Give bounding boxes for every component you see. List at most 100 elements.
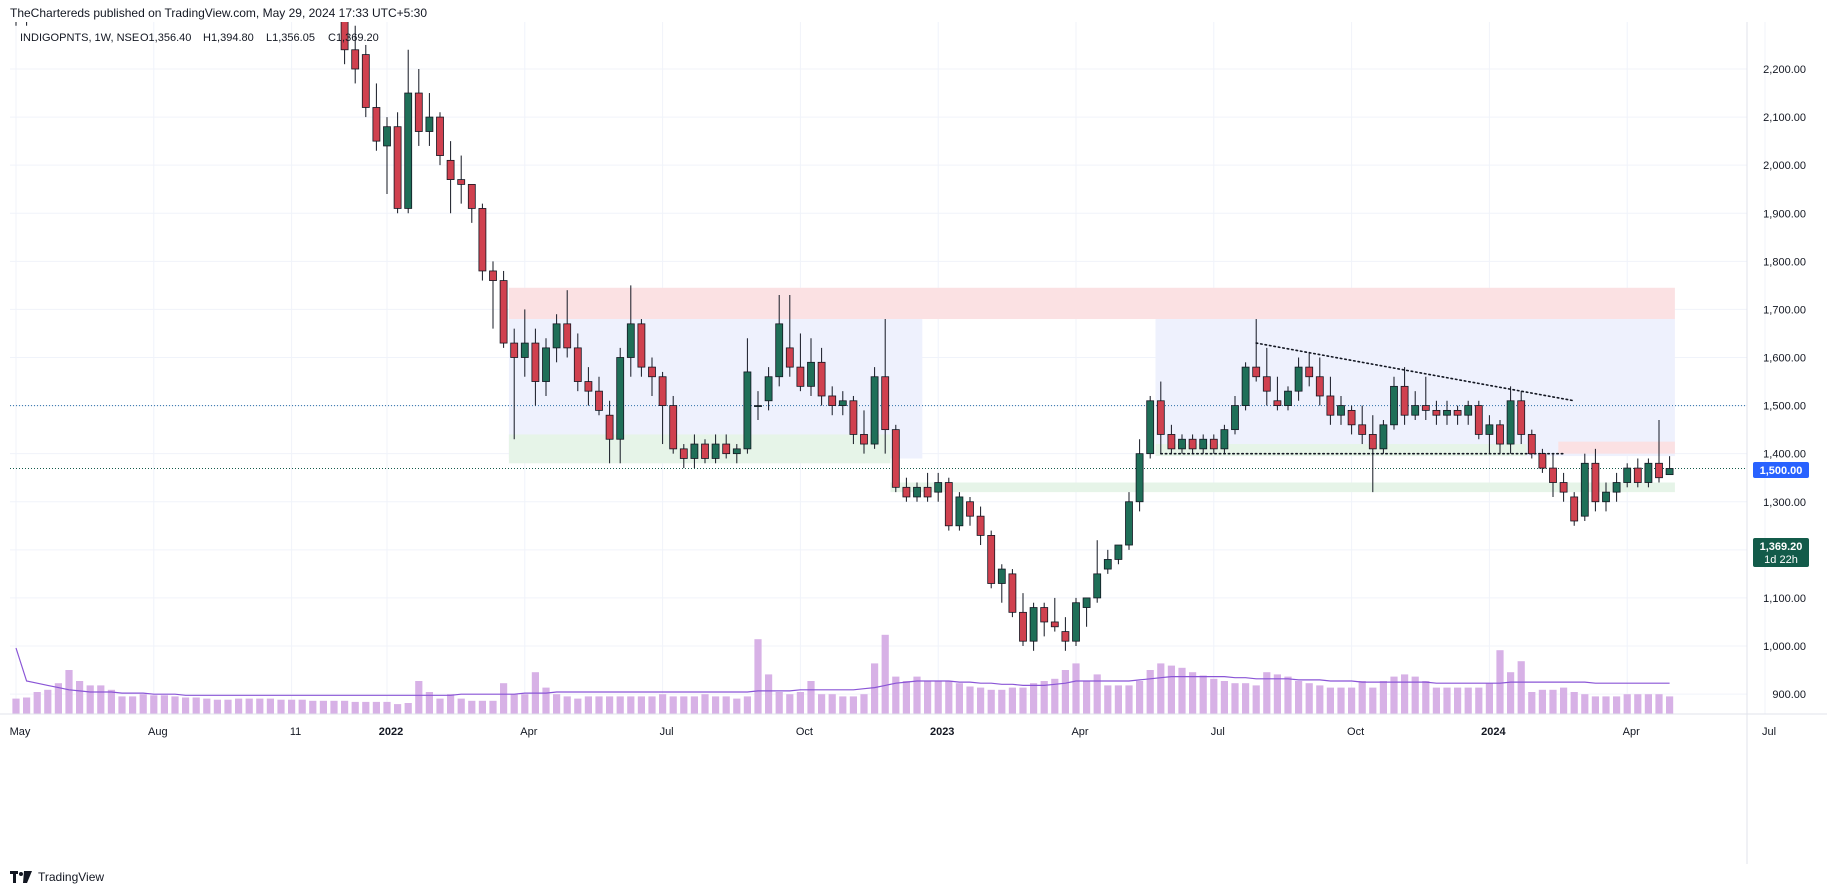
candle-down	[1400, 367, 1409, 425]
volume-bar	[1422, 681, 1430, 714]
candle-down	[944, 477, 953, 531]
volume-bar	[871, 663, 879, 714]
volume-ma-line	[15, 647, 1670, 696]
candle-down	[637, 319, 646, 377]
volume-histogram	[12, 634, 1674, 714]
candle-body	[1432, 409, 1441, 416]
candle-body	[1040, 607, 1049, 623]
candle-body	[478, 208, 487, 272]
candle-body	[605, 414, 614, 440]
volume-bar	[637, 696, 645, 714]
candle-down	[1496, 420, 1504, 454]
volume-bar	[1030, 683, 1038, 714]
candle-down	[563, 290, 572, 358]
time-axis[interactable]: May Aug 11 2022 Apr Jul Oct 2023 Apr Jul Oct 2024 Ap…	[10, 726, 1827, 738]
candle-down	[573, 333, 582, 392]
candle-body	[446, 159, 455, 180]
volume-bar	[309, 700, 317, 714]
volume-bar	[1454, 687, 1462, 714]
candle-body	[944, 482, 953, 527]
price-tick-label: 1,800.00	[1763, 256, 1806, 268]
publish-caption: TheChartereds published on TradingView.c…	[10, 6, 428, 20]
candle-body	[658, 376, 667, 406]
candle-down	[881, 319, 890, 454]
candle-down	[701, 439, 709, 464]
volume-bar	[1379, 681, 1387, 714]
candle-up	[870, 367, 879, 449]
candle-down	[489, 261, 497, 329]
candle-down	[1262, 347, 1271, 406]
volume-bar	[754, 639, 762, 714]
candle-body	[849, 400, 858, 435]
time-tick-label: Oct	[796, 726, 813, 738]
candle-body	[1602, 491, 1610, 503]
candle-body	[1220, 429, 1229, 450]
volume-bar	[616, 696, 624, 714]
grid	[10, 22, 1766, 714]
volume-bar	[1019, 687, 1027, 714]
candle-up	[626, 285, 635, 377]
volume-bar	[1337, 687, 1345, 714]
volume-bar	[553, 694, 561, 714]
volume-bar	[1613, 696, 1621, 714]
volume-bar	[1242, 683, 1250, 714]
volume-bar	[436, 698, 444, 714]
volume-bar	[510, 694, 518, 714]
volume-bar	[1295, 681, 1303, 714]
candle-down	[1570, 492, 1579, 526]
candle-up	[15, 22, 17, 26]
candle-body	[552, 323, 561, 349]
candle-body	[584, 381, 593, 392]
volume-bar	[1655, 694, 1663, 714]
candle-up	[1602, 482, 1610, 512]
candle-down	[1633, 458, 1642, 488]
candle-up	[383, 117, 391, 195]
candle-body	[1082, 597, 1091, 608]
volume-bar	[712, 696, 720, 714]
volume-bar	[1507, 672, 1515, 714]
candle-body	[1156, 400, 1165, 435]
volume-bar	[1581, 694, 1589, 714]
volume-bar	[468, 700, 476, 714]
candle-body	[987, 535, 996, 584]
volume-bar	[1167, 665, 1175, 714]
candle-up	[1241, 362, 1250, 411]
volume-bar	[160, 695, 168, 714]
volume-bar	[33, 692, 41, 714]
demand-zone	[890, 482, 1675, 493]
price-chart[interactable]: 900.001,000.001,100.001,200.001,300.001,…	[0, 22, 1827, 864]
volume-bar	[1644, 694, 1652, 714]
candle-down	[849, 395, 858, 445]
volume-bar	[44, 689, 52, 714]
candle-up	[1294, 357, 1303, 401]
candle-body	[1559, 482, 1568, 493]
volume-bar	[298, 699, 306, 714]
volume-bar	[966, 686, 974, 714]
volume-bar	[447, 694, 455, 714]
candle-body	[499, 280, 508, 344]
volume-bar	[1189, 672, 1197, 714]
volume-bar	[934, 681, 942, 714]
volume-bar	[881, 634, 889, 714]
candle-down	[1252, 319, 1261, 382]
price-tick-label: 900.00	[1772, 689, 1806, 701]
candle-up	[955, 492, 964, 531]
candle-body	[1252, 366, 1261, 378]
candle-body	[796, 366, 805, 387]
tradingview-logo-icon	[10, 871, 32, 883]
volume-bar	[489, 700, 497, 714]
candle-body	[955, 496, 964, 527]
candle-down	[891, 424, 900, 493]
volume-bar	[680, 696, 688, 714]
volume-bar	[1157, 663, 1165, 714]
candle-down	[923, 472, 932, 502]
candle-down	[1549, 453, 1557, 497]
candle-body	[870, 376, 879, 445]
candle-up	[764, 367, 773, 411]
time-tick-label: Apr	[1623, 726, 1640, 738]
candle-down	[648, 357, 656, 396]
candle-body	[1029, 607, 1038, 642]
volume-bar	[150, 695, 158, 714]
candle-down	[1209, 434, 1218, 454]
tradingview-branding[interactable]: TradingView	[10, 870, 104, 884]
